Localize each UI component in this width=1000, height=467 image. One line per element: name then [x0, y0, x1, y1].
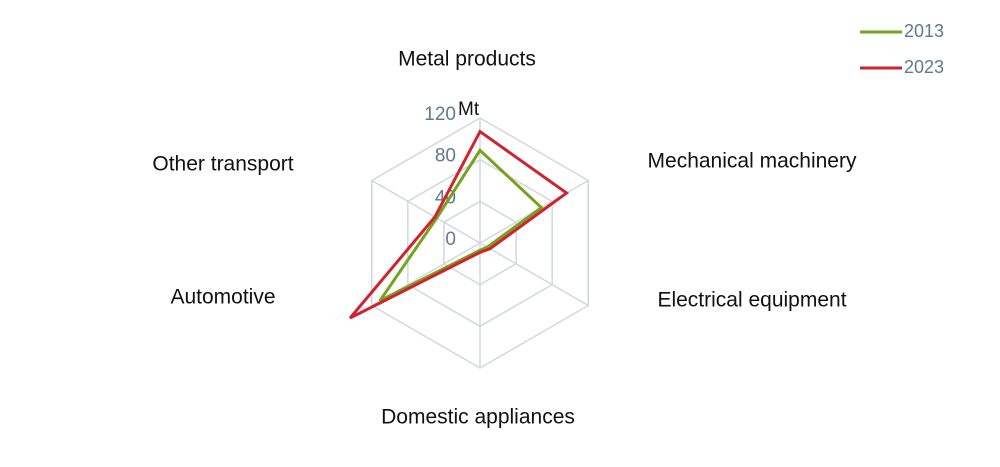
spoke: [479, 242, 589, 307]
category-label: Automotive: [170, 286, 275, 309]
category-label: Mechanical machinery: [648, 150, 857, 173]
category-label: Electrical equipment: [657, 289, 846, 312]
legend-label: 2023: [904, 57, 944, 77]
category-label: Other transport: [152, 153, 293, 176]
spoke: [371, 179, 481, 244]
y-tick-label: 120: [424, 104, 456, 125]
series-polygon: [348, 129, 570, 320]
unit-label: Mt: [458, 99, 480, 120]
legend-label: 2013: [904, 21, 944, 41]
y-tick-label: 80: [435, 146, 456, 167]
y-tick-label: 0: [445, 229, 456, 250]
category-label: Domestic appliances: [381, 406, 575, 429]
series-polygon: [378, 147, 544, 303]
category-label: Metal products: [398, 48, 536, 71]
